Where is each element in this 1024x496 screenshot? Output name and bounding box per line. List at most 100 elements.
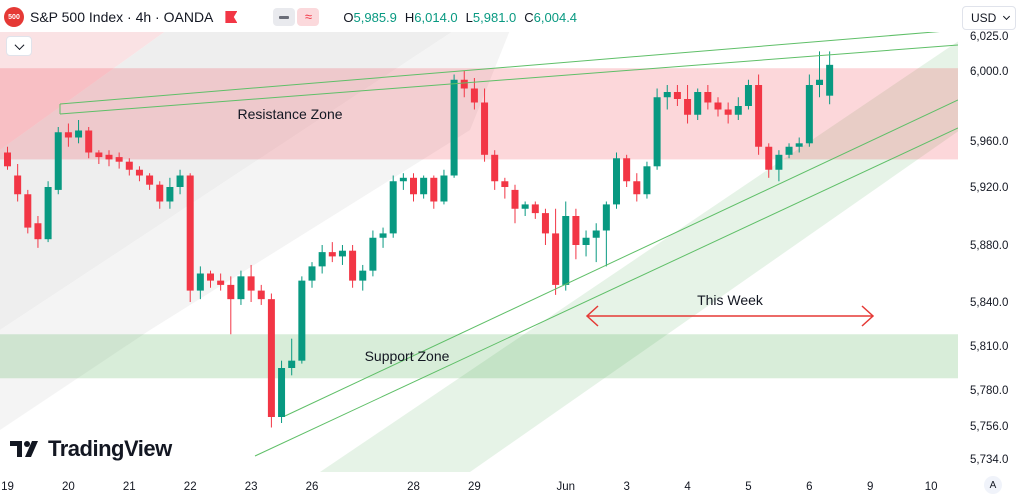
support-zone-label[interactable]: Support Zone — [365, 348, 450, 364]
candle — [826, 51, 834, 105]
candle — [24, 189, 32, 234]
candle-body — [633, 181, 641, 195]
candle-body — [14, 175, 22, 195]
candle-body — [826, 64, 834, 96]
candle — [349, 245, 357, 288]
candle-body — [278, 368, 286, 417]
ohlc-label: L — [465, 9, 473, 25]
time-tick-label: 19 — [1, 481, 14, 493]
candle-body — [816, 79, 823, 85]
indicator-toggle[interactable]: ≈ — [273, 8, 320, 26]
support-zone[interactable] — [0, 334, 958, 379]
this-week-arrow[interactable] — [585, 305, 875, 327]
candle — [633, 173, 641, 202]
candle-body — [105, 154, 113, 160]
candle — [805, 74, 813, 147]
candle-body — [623, 158, 631, 182]
ohlc-o: O5,985.9 — [343, 10, 397, 25]
candle — [115, 152, 123, 169]
candle — [765, 143, 773, 178]
candle-body — [521, 204, 529, 209]
candle — [217, 273, 225, 291]
lower-trend-line-1[interactable] — [284, 99, 958, 417]
trend-lines[interactable] — [59, 30, 958, 457]
candle-body — [227, 284, 235, 300]
candle — [420, 175, 428, 199]
candle-body — [785, 146, 793, 155]
candle-body — [663, 92, 671, 98]
candle-body — [359, 270, 367, 281]
candle — [389, 175, 397, 238]
time-tick-label: Jun — [556, 481, 575, 493]
candle — [308, 262, 316, 288]
candle-body — [379, 233, 387, 238]
arrow-right-head — [861, 305, 875, 327]
candle-body — [643, 166, 651, 195]
ohlc-c: C6,004.4 — [524, 10, 577, 25]
candle — [105, 150, 113, 167]
candle — [399, 173, 407, 190]
candle — [75, 120, 83, 144]
auto-scale-button[interactable]: A — [984, 476, 1002, 494]
candle — [684, 85, 692, 124]
candle — [430, 175, 438, 209]
candle-body — [795, 143, 803, 147]
candle — [663, 85, 671, 110]
candle — [470, 78, 478, 110]
candle-body — [420, 177, 428, 195]
candle-body — [430, 177, 438, 202]
candle — [541, 208, 549, 245]
candle-body — [450, 79, 458, 176]
candle — [64, 123, 72, 147]
symbol-badge[interactable]: 500 — [4, 7, 24, 27]
candle — [278, 360, 286, 423]
channel-drawings[interactable] — [0, 0, 960, 472]
time-tick-label: 23 — [245, 481, 258, 493]
candle-body — [755, 85, 763, 147]
currency-label: USD — [971, 11, 997, 25]
candle-body — [217, 280, 225, 285]
green-channel[interactable] — [320, 40, 960, 472]
time-axis-bg[interactable] — [0, 472, 958, 496]
candle — [511, 184, 519, 224]
candle-body — [196, 273, 204, 291]
candle-body — [592, 230, 600, 238]
ohlc-value: 6,004.4 — [533, 9, 578, 25]
upper-trend-line-2[interactable] — [59, 44, 958, 115]
candle-body — [805, 85, 813, 144]
candle — [14, 164, 22, 202]
candle-body — [481, 102, 489, 155]
this-week-label[interactable]: This Week — [697, 292, 764, 308]
candle — [440, 169, 448, 205]
lower-trend-line-2[interactable] — [254, 127, 958, 457]
chevron-down-icon[interactable] — [6, 36, 32, 56]
ohlc-value: 5,985.9 — [353, 9, 397, 25]
tradingview-logo[interactable]: TradingView — [10, 436, 172, 462]
approx-icon[interactable]: ≈ — [297, 8, 320, 26]
ohlc-label: C — [524, 9, 534, 25]
price-axis-bg[interactable] — [958, 0, 1024, 496]
candle — [85, 127, 93, 159]
candle — [196, 266, 204, 300]
symbol-header: 500 S&P 500 Index · 4h · OANDA ≈ O5,985.… — [4, 4, 577, 30]
tradingview-logo-icon — [10, 441, 38, 457]
candle-body — [673, 92, 681, 99]
candle — [34, 216, 42, 248]
flag-icon[interactable] — [225, 11, 238, 23]
candle-body — [582, 237, 590, 245]
time-tick-label: 6 — [806, 481, 812, 493]
grey-channel-lower[interactable] — [0, 0, 530, 430]
price-tick-label: 6,025.0 — [970, 31, 1008, 43]
candle-body — [765, 146, 773, 170]
candle-body — [115, 157, 123, 162]
ohlc-h: H6,014.0 — [405, 10, 458, 25]
candle — [724, 102, 732, 124]
currency-selector[interactable]: USD — [962, 6, 1016, 30]
minus-icon[interactable] — [273, 8, 296, 26]
candle — [207, 270, 214, 288]
resistance-zone-label[interactable]: Resistance Zone — [237, 106, 342, 122]
upper-trend-line-1[interactable] — [59, 30, 958, 105]
candle — [156, 181, 164, 209]
symbol-title[interactable]: S&P 500 Index · 4h · OANDA — [30, 9, 214, 25]
